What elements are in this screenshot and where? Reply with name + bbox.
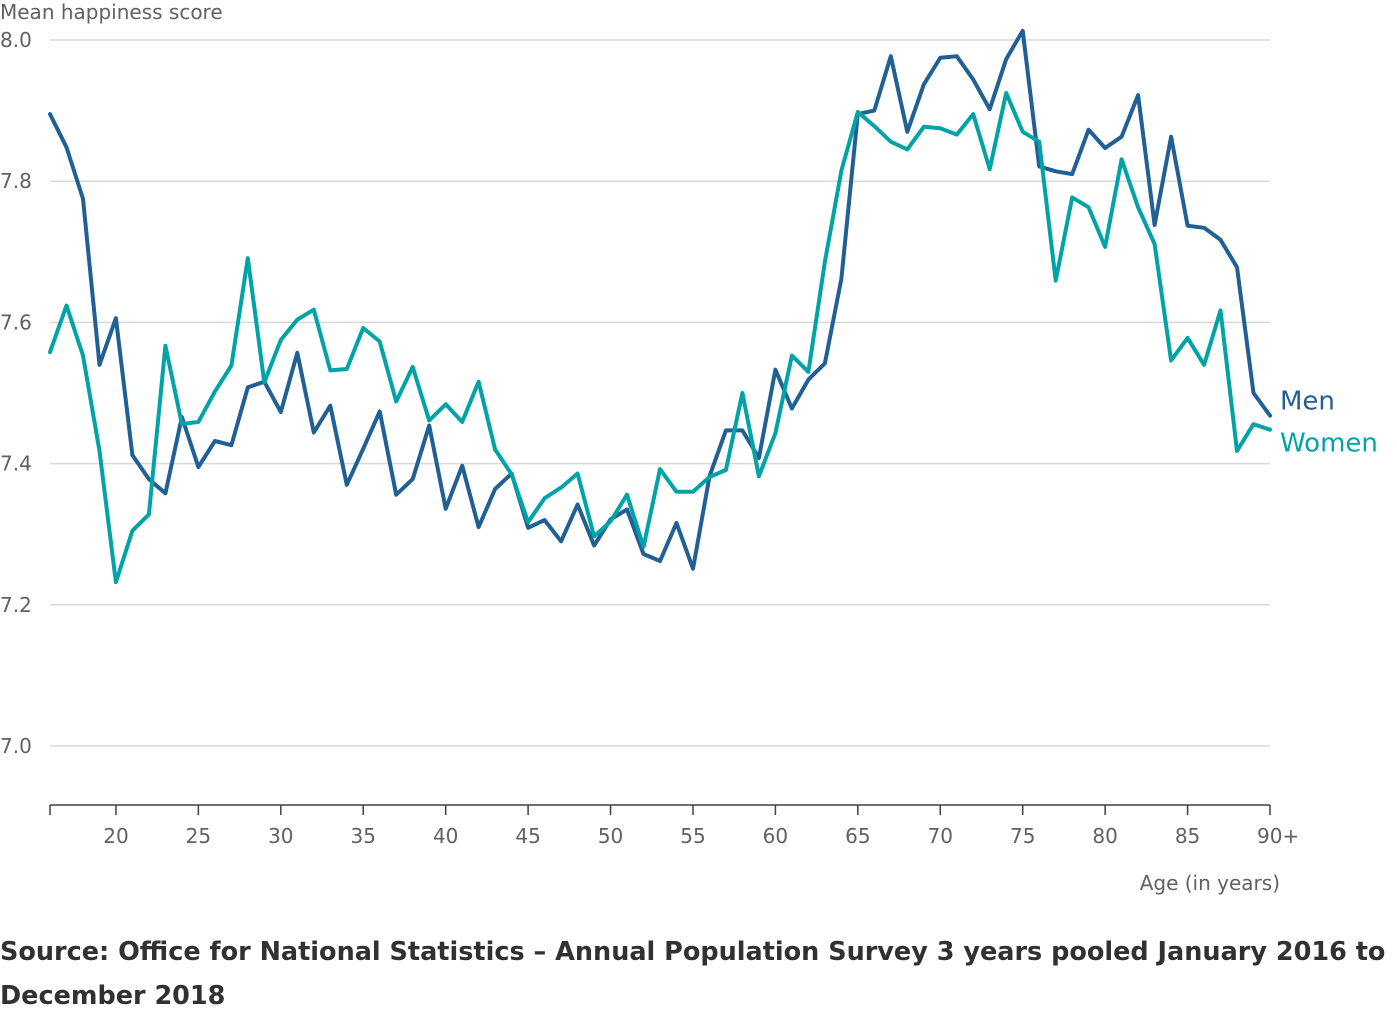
x-tick-label: 65 [845, 824, 870, 848]
series-line-women [48, 91, 1272, 585]
series-label-men: Men [1280, 387, 1335, 417]
y-tick-label: 8.0 [0, 28, 32, 52]
x-tick-label: 90+ [1257, 824, 1299, 848]
y-tick-label: 7.0 [0, 734, 32, 758]
y-tick-label: 7.2 [0, 593, 32, 617]
x-tick-label: 40 [433, 824, 458, 848]
x-ticks [49, 805, 1271, 815]
x-tick-label: 45 [515, 824, 540, 848]
series-lines [48, 28, 1272, 585]
gridlines [50, 39, 1270, 747]
x-tick-label: 75 [1010, 824, 1035, 848]
x-tick-label: 70 [928, 824, 953, 848]
y-tick-label: 7.4 [0, 452, 32, 476]
y-tick-label: 7.6 [0, 310, 32, 334]
series-label-women: Women [1280, 429, 1378, 459]
series-labels: Men Women [1280, 387, 1378, 459]
x-tick-label: 35 [351, 824, 376, 848]
y-tick-label: 7.8 [0, 169, 32, 193]
x-tick-label: 80 [1092, 824, 1117, 848]
x-tick-label: 30 [268, 824, 293, 848]
y-axis-title: Mean happiness score [0, 0, 223, 24]
series-line-men [48, 28, 1272, 571]
x-tick-label: 55 [680, 824, 705, 848]
source-note: Source: Office for National Statistics –… [0, 937, 1386, 1011]
line-chart: Mean happiness score 7.07.27.47.67.88.0 … [0, 0, 1378, 895]
y-tick-labels: 7.0 7.2 7.4 7.6 7.8 8.0 [0, 28, 32, 758]
x-tick-label: 85 [1175, 824, 1200, 848]
x-tick-label: 20 [103, 824, 128, 848]
x-tick-labels: 20 25 30 35 40 45 50 55 60 65 70 75 80 85 90+ [103, 824, 1299, 848]
x-tick-label: 60 [763, 824, 788, 848]
x-axis-title: Age (in years) [1140, 871, 1280, 895]
x-tick-label: 25 [186, 824, 211, 848]
x-tick-label: 50 [598, 824, 623, 848]
